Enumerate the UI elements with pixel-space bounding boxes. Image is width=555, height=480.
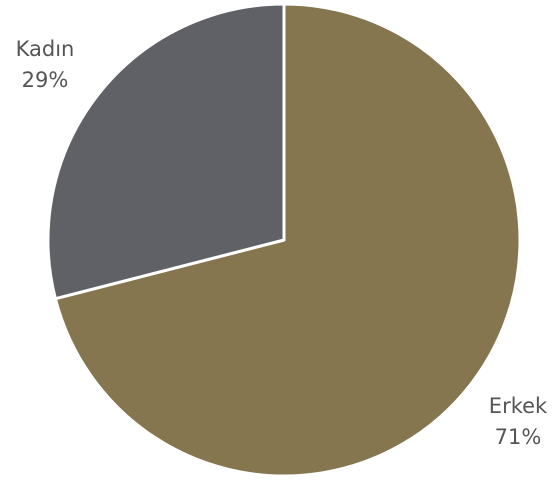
slice-label-kadin-value: 29% xyxy=(22,68,69,92)
pie-slice-erkek xyxy=(53,2,522,478)
slice-label-erkek-value: 71% xyxy=(495,425,542,449)
pie-labels: Erkek 71% Kadın 29% xyxy=(16,37,548,449)
pie-slice-kad-n xyxy=(46,2,286,301)
slice-label-kadin-name: Kadın xyxy=(16,37,75,61)
slice-label-erkek-name: Erkek xyxy=(489,394,548,418)
pie-slices xyxy=(46,2,522,478)
